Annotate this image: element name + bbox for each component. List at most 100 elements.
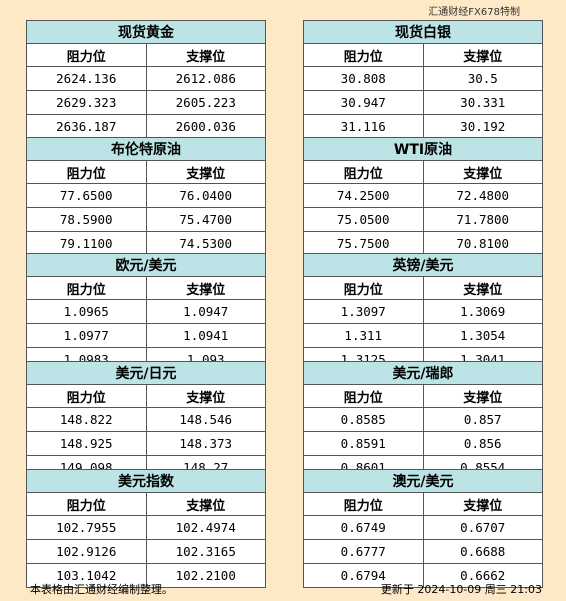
resistance-value: 2636.187 — [26, 114, 147, 139]
resistance-value: 0.6794 — [303, 563, 424, 588]
support-value: 148.373 — [145, 431, 266, 456]
support-header: 支撑位 — [422, 492, 543, 516]
support-header: 支撑位 — [145, 160, 266, 184]
table-title: 欧元/美元 — [26, 253, 266, 277]
table-row: 1.0965 1.0947 — [26, 299, 266, 324]
resistance-value: 0.8585 — [303, 407, 424, 432]
resistance-value: 1.0977 — [26, 323, 147, 348]
table-row: 148.822 148.546 — [26, 407, 266, 432]
support-header: 支撑位 — [145, 384, 266, 408]
table-row: 1.3097 1.3069 — [303, 299, 543, 324]
support-value: 76.0400 — [145, 183, 266, 208]
table-title: 现货黄金 — [26, 20, 266, 44]
resistance-header: 阻力位 — [26, 276, 147, 300]
table-row: 2629.323 2605.223 — [26, 90, 266, 115]
table-row: 75.7500 70.8100 — [303, 231, 543, 256]
support-value: 102.3165 — [145, 539, 266, 564]
resistance-value: 0.8591 — [303, 431, 424, 456]
table-row: 1.311 1.3054 — [303, 323, 543, 348]
table-row: 0.8585 0.857 — [303, 407, 543, 432]
table-title: WTI原油 — [303, 137, 543, 161]
table-row: 77.6500 76.0400 — [26, 183, 266, 208]
table-row: 148.925 148.373 — [26, 431, 266, 456]
table-row: 1.0977 1.0941 — [26, 323, 266, 348]
table-row: 0.6777 0.6688 — [303, 539, 543, 564]
level-table: 布伦特原油 阻力位 支撑位 77.6500 76.0400 78.5900 75.4700 7… — [26, 137, 266, 256]
support-value: 75.4700 — [145, 207, 266, 232]
table-title: 美元/瑞郎 — [303, 361, 543, 385]
support-header: 支撑位 — [422, 160, 543, 184]
resistance-value: 78.5900 — [26, 207, 147, 232]
table-row: 0.6794 0.6662 — [303, 563, 543, 588]
support-value: 72.4800 — [422, 183, 543, 208]
support-value: 0.6662 — [422, 563, 543, 588]
table-title: 澳元/美元 — [303, 469, 543, 493]
support-value: 30.331 — [422, 90, 543, 115]
resistance-value: 75.7500 — [303, 231, 424, 256]
table-row: 0.8591 0.856 — [303, 431, 543, 456]
support-value: 0.6707 — [422, 515, 543, 540]
footer-updated: 更新于 2024-10-09 周三 21:03 — [380, 583, 542, 596]
table-row: 30.947 30.331 — [303, 90, 543, 115]
support-header: 支撑位 — [422, 43, 543, 67]
resistance-header: 阻力位 — [26, 492, 147, 516]
resistance-value: 74.2500 — [303, 183, 424, 208]
table-title: 英镑/美元 — [303, 253, 543, 277]
support-value: 30.5 — [422, 66, 543, 91]
resistance-value: 103.1042 — [26, 563, 147, 588]
level-table: 美元/瑞郎 阻力位 支撑位 0.8585 0.857 0.8591 0.856 0.8601 0… — [303, 361, 543, 480]
level-table: 英镑/美元 阻力位 支撑位 1.3097 1.3069 1.311 1.3054 1.3125… — [303, 253, 543, 372]
resistance-value: 0.6749 — [303, 515, 424, 540]
level-table: WTI原油 阻力位 支撑位 74.2500 72.4800 75.0500 71.7800 7… — [303, 137, 543, 256]
table-row: 74.2500 72.4800 — [303, 183, 543, 208]
table-row: 103.1042 102.2100 — [26, 563, 266, 588]
footer-source: 本表格由汇通财经编制整理。 — [30, 583, 173, 596]
resistance-value: 1.3097 — [303, 299, 424, 324]
resistance-value: 148.822 — [26, 407, 147, 432]
resistance-value: 1.311 — [303, 323, 424, 348]
support-value: 102.2100 — [145, 563, 266, 588]
resistance-value: 30.947 — [303, 90, 424, 115]
table-row: 30.808 30.5 — [303, 66, 543, 91]
support-header: 支撑位 — [145, 276, 266, 300]
resistance-header: 阻力位 — [26, 43, 147, 67]
support-value: 2600.036 — [145, 114, 266, 139]
table-title: 现货白银 — [303, 20, 543, 44]
support-header: 支撑位 — [145, 492, 266, 516]
table-row: 102.9126 102.3165 — [26, 539, 266, 564]
resistance-header: 阻力位 — [303, 384, 424, 408]
resistance-value: 148.925 — [26, 431, 147, 456]
resistance-header: 阻力位 — [303, 492, 424, 516]
support-value: 1.0941 — [145, 323, 266, 348]
level-table: 澳元/美元 阻力位 支撑位 0.6749 0.6707 0.6777 0.6688 0.679… — [303, 469, 543, 588]
resistance-value: 0.6777 — [303, 539, 424, 564]
support-value: 71.7800 — [422, 207, 543, 232]
resistance-header: 阻力位 — [26, 160, 147, 184]
resistance-value: 1.0965 — [26, 299, 147, 324]
resistance-value: 30.808 — [303, 66, 424, 91]
support-value: 102.4974 — [145, 515, 266, 540]
support-value: 1.3054 — [422, 323, 543, 348]
resistance-value: 77.6500 — [26, 183, 147, 208]
table-row: 75.0500 71.7800 — [303, 207, 543, 232]
support-value: 74.5300 — [145, 231, 266, 256]
support-header: 支撑位 — [422, 276, 543, 300]
support-value: 2605.223 — [145, 90, 266, 115]
resistance-value: 2629.323 — [26, 90, 147, 115]
table-title: 美元指数 — [26, 469, 266, 493]
resistance-header: 阻力位 — [303, 160, 424, 184]
support-value: 0.857 — [422, 407, 543, 432]
table-row: 31.116 30.192 — [303, 114, 543, 139]
watermark-note: 汇通财经FX678特制 — [428, 7, 520, 18]
table-title: 美元/日元 — [26, 361, 266, 385]
support-value: 1.3069 — [422, 299, 543, 324]
table-row: 78.5900 75.4700 — [26, 207, 266, 232]
support-header: 支撑位 — [422, 384, 543, 408]
table-row: 102.7955 102.4974 — [26, 515, 266, 540]
table-title: 布伦特原油 — [26, 137, 266, 161]
resistance-value: 102.9126 — [26, 539, 147, 564]
resistance-value: 31.116 — [303, 114, 424, 139]
table-row: 0.6749 0.6707 — [303, 515, 543, 540]
support-value: 2612.086 — [145, 66, 266, 91]
resistance-value: 75.0500 — [303, 207, 424, 232]
